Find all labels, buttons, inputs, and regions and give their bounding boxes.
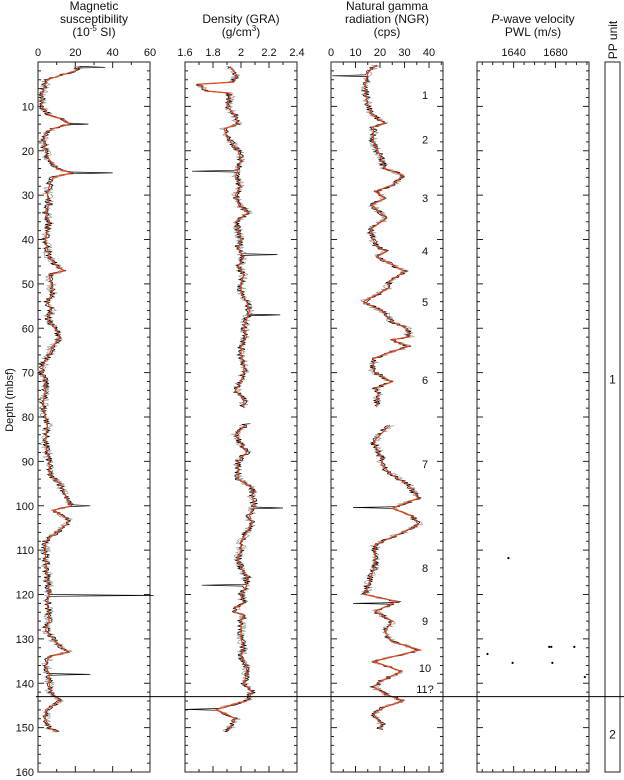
ngr-unit-label: 7 bbox=[422, 459, 428, 471]
ngr-unit-label: 1 bbox=[422, 90, 428, 102]
depth-tick-label: 30 bbox=[22, 190, 34, 202]
depth-tick-label: 40 bbox=[22, 235, 34, 247]
depth-tick-label: 140 bbox=[16, 678, 34, 690]
panel-title-line: radiation (NGR) bbox=[345, 12, 429, 26]
depth-tick-label: 60 bbox=[22, 323, 34, 335]
panel-frame bbox=[330, 61, 444, 773]
velocity-point bbox=[573, 645, 576, 648]
panel-title-line: P-wave velocity bbox=[491, 12, 574, 26]
velocity-point bbox=[486, 652, 489, 656]
x-tick-label: 0 bbox=[35, 47, 41, 59]
x-tick-label: 2.4 bbox=[289, 47, 304, 59]
x-tick-label: 10 bbox=[349, 47, 361, 59]
pp-unit-frame bbox=[604, 61, 621, 773]
unit-post: SI) bbox=[97, 25, 116, 39]
raw-data-line bbox=[196, 66, 255, 408]
panel-unit: (10-5 SI) bbox=[72, 24, 115, 39]
depth-tick-labels: 10 20 30 40 50 60 70 80 90 100 110 120 130 140 150 160 bbox=[16, 101, 34, 779]
ngr-unit-label: 11? bbox=[416, 684, 434, 696]
ngr-unit-label: 3 bbox=[422, 193, 428, 205]
x-tick-label: 2 bbox=[238, 47, 244, 59]
panel-2: Density (GRA)(g/cm3) 1.6 1.8 2 2.2 2.4 bbox=[177, 12, 305, 773]
x-tick-label: 1.8 bbox=[205, 47, 220, 59]
smoothed-line bbox=[214, 423, 256, 733]
smoothed-line bbox=[364, 424, 423, 730]
x-tick-label: 1680 bbox=[543, 47, 567, 59]
raw-data-line bbox=[36, 66, 83, 733]
x-tick-label: 2.2 bbox=[261, 47, 276, 59]
depth-tick-label: 100 bbox=[16, 501, 34, 513]
depth-tick-label: 120 bbox=[16, 590, 34, 602]
pp-unit-label: 1 bbox=[609, 372, 616, 386]
panel-title-line: Density (GRA) bbox=[202, 12, 279, 26]
panel-title-line: Magnetic bbox=[70, 0, 119, 13]
unit-pre: (10 bbox=[72, 25, 90, 39]
unit-pre: (g/cm bbox=[222, 25, 252, 39]
x-tick-label: 60 bbox=[144, 47, 156, 59]
velocity-point bbox=[507, 557, 510, 560]
smoothed-line bbox=[197, 66, 251, 409]
title-rest: -wave velocity bbox=[499, 12, 574, 26]
depth-axis-label: Depth (mbsf) bbox=[4, 368, 16, 432]
x-tick-label: 1640 bbox=[501, 47, 525, 59]
smoothed-line bbox=[362, 64, 411, 407]
unit-pre: (cps) bbox=[374, 25, 401, 39]
panel-frame bbox=[37, 61, 151, 773]
depth-tick-label: 160 bbox=[16, 767, 34, 779]
panel-unit: (g/cm3) bbox=[222, 24, 260, 39]
ngr-unit-label: 5 bbox=[422, 297, 428, 309]
unit-sup: -5 bbox=[90, 24, 98, 33]
depth-tick-label: 80 bbox=[22, 412, 34, 424]
raw-data-line bbox=[191, 66, 281, 408]
x-tick-label: 20 bbox=[69, 47, 81, 59]
panel-frame bbox=[184, 61, 298, 773]
velocity-point bbox=[551, 661, 554, 664]
ngr-unit-label: 4 bbox=[422, 246, 428, 258]
depth-tick-label: 10 bbox=[22, 101, 34, 113]
ngr-unit-label: 2 bbox=[422, 135, 428, 147]
depth-tick-label: 50 bbox=[22, 279, 34, 291]
panel-title-line: Natural gamma bbox=[346, 0, 428, 13]
velocity-point bbox=[511, 661, 514, 664]
depth-tick-label: 130 bbox=[16, 634, 34, 646]
panel-title-line: PWL (m/s) bbox=[505, 25, 561, 39]
x-tick-label: 0 bbox=[328, 47, 334, 59]
ngr-unit-label: 8 bbox=[422, 563, 428, 575]
depth-tick-label: 110 bbox=[16, 545, 34, 557]
smoothed-line bbox=[41, 66, 80, 733]
title-italic-part: P bbox=[491, 12, 499, 26]
x-tick-label: 20 bbox=[374, 47, 386, 59]
depth-tick-label: 90 bbox=[22, 456, 34, 468]
x-tick-label: 1.6 bbox=[177, 47, 192, 59]
ngr-unit-label: 6 bbox=[422, 375, 428, 387]
panel-unit: (cps) bbox=[374, 25, 401, 39]
panel-frame bbox=[476, 61, 590, 773]
pp-unit-title: PP unit bbox=[606, 20, 620, 59]
velocity-point bbox=[550, 645, 553, 648]
depth-tick-label: 150 bbox=[16, 723, 34, 735]
ngr-unit-label: 10 bbox=[419, 663, 431, 675]
x-tick-label: 40 bbox=[423, 47, 435, 59]
unit-post: ) bbox=[256, 25, 260, 39]
unit-sup: 3 bbox=[252, 24, 257, 33]
x-tick-label: 30 bbox=[398, 47, 410, 59]
depth-tick-label: 70 bbox=[22, 368, 34, 380]
ngr-unit-label: 9 bbox=[422, 616, 428, 628]
x-tick-label: 40 bbox=[107, 47, 119, 59]
velocity-point bbox=[583, 675, 586, 679]
velocity-point bbox=[548, 645, 551, 648]
panel-title-line: susceptibility bbox=[60, 12, 128, 26]
pp-unit-label: 2 bbox=[609, 727, 616, 741]
depth-tick-label: 20 bbox=[22, 146, 34, 158]
